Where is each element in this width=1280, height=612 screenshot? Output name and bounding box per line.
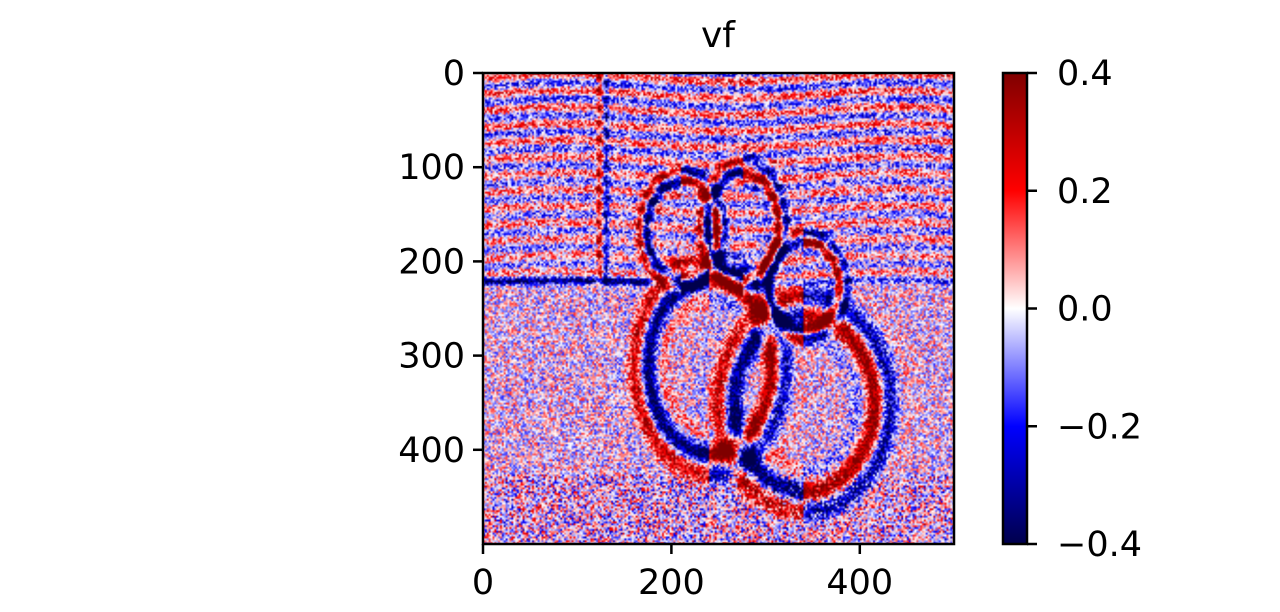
y-tick-label: 300 (398, 337, 465, 377)
y-tick-label: 0 (443, 54, 465, 94)
y-tick-label: 400 (398, 431, 465, 471)
colorbar-tick-label: 0.0 (1057, 290, 1113, 330)
x-tick-label: 200 (638, 563, 705, 603)
y-axis: 0 100 200 300 400 (398, 54, 483, 471)
x-axis: 0 200 400 (472, 544, 893, 603)
colorbar-tick-label: −0.2 (1057, 407, 1142, 447)
colorbar: 0.4 0.2 0.0 −0.2 −0.4 (1001, 54, 1142, 565)
heatmap-image (483, 73, 954, 544)
colorbar-ticks: 0.4 0.2 0.0 −0.2 −0.4 (1027, 54, 1142, 565)
heatmap-panel (481, 71, 956, 546)
colorbar-tick-label: 0.2 (1057, 172, 1113, 212)
y-tick-label: 100 (398, 148, 465, 188)
x-tick-label: 400 (826, 563, 893, 603)
chart-title: vf (701, 15, 736, 56)
axes-frame (481, 71, 956, 546)
y-tick-label: 200 (398, 242, 465, 282)
colorbar-tick-label: −0.4 (1057, 525, 1142, 565)
colorbar-gradient (1003, 73, 1027, 544)
x-tick-label: 0 (472, 563, 494, 603)
colorbar-tick-label: 0.4 (1057, 54, 1113, 94)
